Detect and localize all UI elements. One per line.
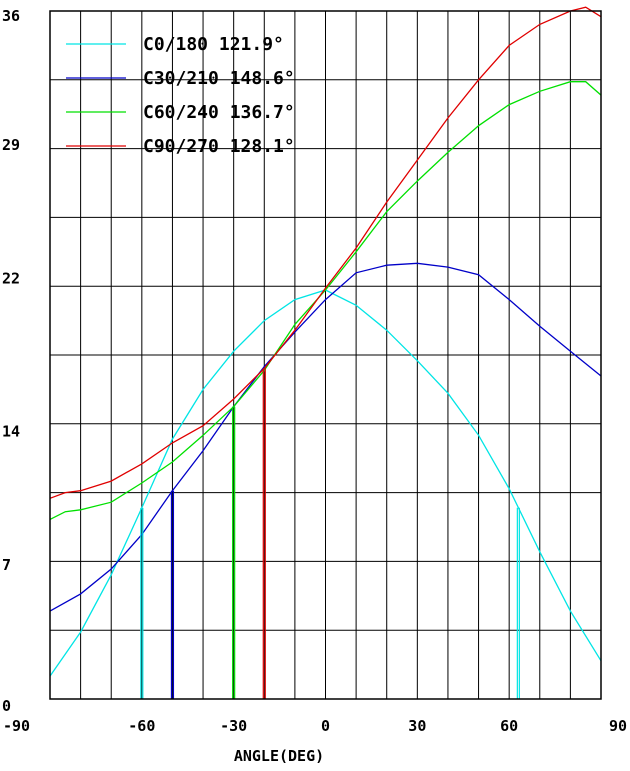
x-tick-labels: -90 -60 -30 0 30 60 90	[3, 717, 627, 735]
plot-frame	[49, 10, 602, 700]
legend-label-3: C90/270 128.1°	[143, 136, 295, 157]
y-tick-label: 22	[2, 270, 20, 288]
x-tick-label: 90	[609, 717, 627, 735]
plot-border	[49, 10, 602, 700]
y-tick-label: 7	[2, 556, 11, 574]
y-tick-labels: 0 7 14 22 29 36	[2, 7, 20, 715]
y-tick-label: 14	[2, 422, 20, 440]
angle-markers	[140, 368, 520, 699]
x-tick-label: 60	[500, 717, 518, 735]
series-line-3	[49, 6, 602, 499]
series-curves	[49, 6, 602, 677]
legend: C0/180 121.9° C30/210 148.6° C60/240 136.7…	[66, 34, 295, 157]
series-line-2	[49, 81, 602, 520]
x-axis-title: ANGLE(DEG)	[234, 747, 324, 765]
legend-label-2: C60/240 136.7°	[143, 102, 295, 123]
x-tick-label: -90	[3, 717, 30, 735]
y-tick-label: 29	[2, 136, 20, 154]
x-tick-label: -30	[220, 717, 247, 735]
x-tick-label: 0	[321, 717, 330, 735]
series-line-1	[49, 262, 602, 612]
x-tick-label: 30	[408, 717, 426, 735]
y-tick-label: 36	[2, 7, 20, 25]
x-tick-label: -60	[128, 717, 155, 735]
y-tick-label: 0	[2, 697, 11, 715]
legend-label-1: C30/210 148.6°	[143, 68, 295, 89]
legend-label-0: C0/180 121.9°	[143, 34, 284, 55]
grid	[50, 11, 601, 699]
